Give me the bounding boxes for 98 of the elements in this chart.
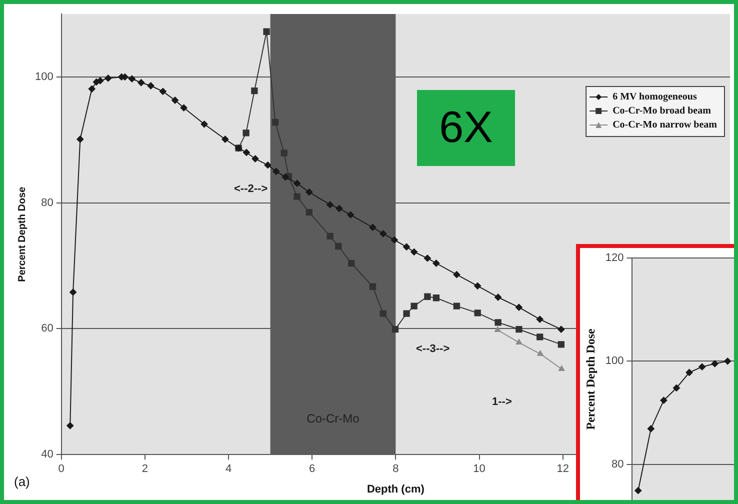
- x-axis-title: Depth (cm): [366, 483, 425, 496]
- point: [724, 358, 732, 365]
- point: [369, 283, 376, 290]
- point: [96, 77, 104, 84]
- text: (a): [14, 474, 30, 489]
- point: [347, 211, 354, 218]
- point: [70, 288, 77, 296]
- point: [306, 188, 313, 196]
- point: [200, 120, 208, 128]
- y-axis-title: Percent Depth Dose: [583, 328, 598, 430]
- point: [558, 341, 564, 348]
- point: [494, 326, 501, 332]
- point: [453, 271, 460, 278]
- point: [660, 396, 668, 404]
- point: [432, 294, 440, 302]
- x-tick-label: 10: [473, 463, 486, 476]
- point: [180, 104, 188, 112]
- point: [147, 82, 154, 90]
- y-axis-title: Percent Depth Dose: [16, 186, 28, 282]
- point: [242, 130, 250, 136]
- point: [403, 243, 410, 250]
- point: [403, 310, 410, 317]
- y-tick-label: 80: [612, 458, 624, 470]
- point: [410, 302, 418, 310]
- annotation: <--2-->: [234, 183, 268, 195]
- point: [272, 168, 280, 175]
- point: [432, 260, 440, 267]
- band-label: Co-Cr-Mo: [306, 412, 360, 426]
- point: [306, 208, 312, 216]
- legend-label: 6 MV homogeneous: [612, 92, 697, 103]
- point: [424, 254, 431, 262]
- point: [264, 162, 272, 169]
- point: [263, 28, 270, 35]
- point: [251, 87, 258, 94]
- point: [516, 326, 522, 333]
- y-tick-label: 60: [41, 322, 54, 335]
- point: [88, 85, 96, 92]
- y-tick-label: 120: [605, 252, 624, 264]
- point: [634, 487, 642, 494]
- x-tick-label: 12: [556, 463, 569, 476]
- point: [66, 422, 74, 430]
- point: [672, 384, 680, 392]
- point: [647, 425, 654, 432]
- annotation: 1-->: [492, 396, 512, 408]
- point: [558, 326, 565, 333]
- point: [128, 75, 136, 82]
- point: [380, 310, 386, 317]
- point: [76, 136, 84, 143]
- point: [172, 96, 179, 104]
- x-tick-label: 2: [142, 463, 148, 476]
- point: [348, 260, 355, 267]
- y-tick-label: 80: [41, 196, 54, 209]
- point: [410, 248, 418, 256]
- point: [252, 155, 259, 162]
- x-tick-label: 8: [392, 463, 399, 476]
- point: [294, 180, 301, 187]
- point: [104, 74, 112, 82]
- point: [294, 193, 300, 200]
- point: [335, 242, 342, 250]
- point: [711, 360, 718, 368]
- point: [390, 236, 398, 244]
- point: [326, 201, 334, 208]
- point: [494, 319, 502, 326]
- x-tick-label: 4: [225, 463, 232, 476]
- y-tick-label: 100: [605, 355, 624, 368]
- point: [474, 310, 481, 316]
- annotation: 6X: [417, 90, 515, 166]
- point: [392, 326, 399, 333]
- point: [515, 304, 522, 311]
- point: [222, 136, 229, 143]
- legend-label: Co-Cr-Mo broad beam: [612, 106, 712, 117]
- point: [242, 148, 250, 156]
- point: [369, 224, 376, 231]
- point: [536, 316, 544, 323]
- point: [558, 366, 565, 371]
- x-tick-label: 0: [58, 463, 64, 476]
- point: [272, 118, 279, 126]
- point: [326, 232, 334, 240]
- y-tick-label: 100: [34, 70, 54, 83]
- x-tick-label: 6: [309, 463, 316, 476]
- y-tick-label: 40: [41, 448, 54, 461]
- point: [516, 339, 522, 345]
- point: [380, 230, 387, 238]
- point: [453, 302, 460, 310]
- point: [336, 204, 343, 212]
- point: [536, 334, 544, 340]
- point: [474, 282, 482, 290]
- point: [537, 350, 544, 356]
- point: [494, 294, 502, 301]
- point: [280, 150, 288, 156]
- point: [159, 88, 166, 95]
- point: [282, 174, 289, 181]
- annotation: <--3-->: [416, 343, 450, 355]
- point: [424, 293, 431, 300]
- legend-label: Co-Cr-Mo narrow beam: [612, 120, 718, 131]
- point: [686, 368, 693, 376]
- point: [138, 79, 145, 86]
- point: [698, 363, 706, 370]
